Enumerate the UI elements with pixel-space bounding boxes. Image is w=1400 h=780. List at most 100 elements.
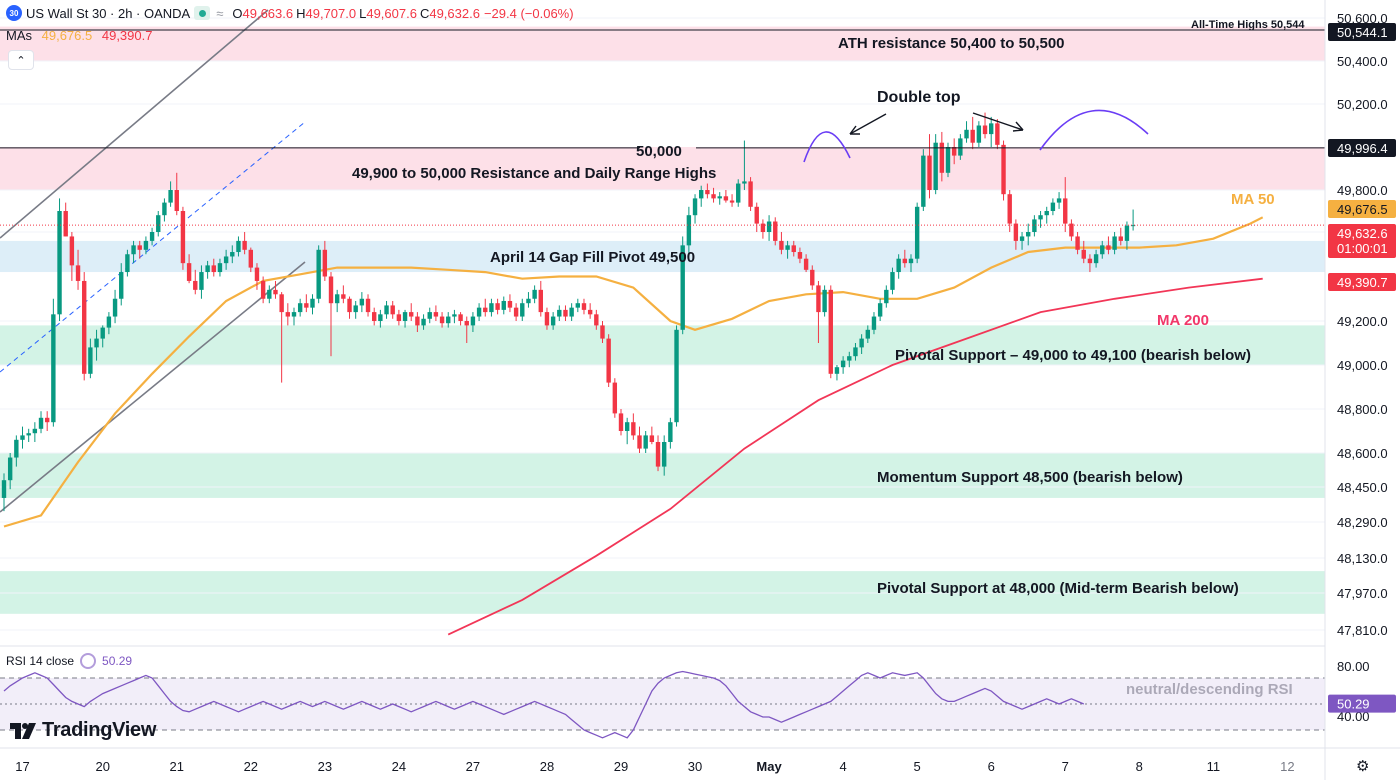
rsi-legend[interactable]: RSI 14 close 50.29 <box>6 653 132 669</box>
candle-body <box>859 338 864 348</box>
candle <box>803 254 809 273</box>
symbol-title[interactable]: US Wall St 30 · 2h · OANDA <box>26 5 191 21</box>
candle-body <box>754 206 759 224</box>
collapse-legend-button[interactable]: ⌃ <box>8 50 34 70</box>
candle <box>149 227 155 246</box>
candle-body <box>186 263 192 281</box>
candle-body <box>1019 236 1025 241</box>
candle-body <box>803 258 809 270</box>
candle-body <box>791 245 796 253</box>
candle-body <box>156 215 161 232</box>
candle-body <box>223 256 229 264</box>
candle-body <box>1124 225 1130 241</box>
rsi-legend-value: 50.29 <box>102 654 133 668</box>
candle <box>729 194 735 207</box>
candle <box>69 232 75 281</box>
time-axis[interactable]: 17 20 21 22 23 24 27 28 29 30 May 4 5 6 7 8 11 12 <box>0 747 1400 774</box>
ma200-line <box>447 277 1263 636</box>
candle <box>606 334 611 387</box>
candle <box>989 116 994 147</box>
candle-body <box>1075 236 1080 250</box>
candle-body <box>372 312 377 321</box>
candle <box>186 254 192 284</box>
candle <box>285 303 291 326</box>
candle-body <box>168 190 173 203</box>
candle-body <box>1069 223 1074 237</box>
candle <box>995 119 1000 150</box>
candle <box>717 192 722 205</box>
candle <box>847 351 852 368</box>
price-tag-countdown: 01:00:01 <box>1337 241 1388 256</box>
candle-body <box>600 325 605 339</box>
candle <box>587 303 593 319</box>
candle-body <box>507 300 513 308</box>
candle-body <box>285 312 291 317</box>
candle <box>1124 221 1130 250</box>
price-axis[interactable]: 50,600.050,400.050,200.049,800.049,600.0… <box>1324 0 1400 780</box>
candle <box>742 140 747 190</box>
ohlc-values: O49,663.6 H49,707.0 L49,607.6 C49,632.6 <box>229 6 480 21</box>
time-tick-label: 5 <box>914 759 921 774</box>
candle <box>452 309 457 324</box>
candle <box>236 236 241 257</box>
candle <box>402 309 408 328</box>
candle <box>791 240 796 257</box>
price-tag-label: 49,632.6 <box>1337 226 1388 241</box>
candle <box>14 435 19 467</box>
candle-body <box>26 433 31 436</box>
candle-body <box>69 236 75 266</box>
time-tick-label: 30 <box>688 759 702 774</box>
candle-body <box>766 221 772 232</box>
candle <box>618 409 624 436</box>
ohlc-label-h: H <box>296 5 306 21</box>
price-tick-label: 48,600.0 <box>1337 446 1388 461</box>
candle-body <box>816 285 821 313</box>
time-tick-label: May <box>756 759 782 774</box>
candle <box>32 422 38 442</box>
candle <box>569 303 574 321</box>
symbol-legend[interactable]: 30 US Wall St 30 · 2h · OANDA ≈ O49,663.… <box>6 5 574 21</box>
ohlc-value-o: 49,663.6 <box>242 5 294 21</box>
candle <box>322 240 328 281</box>
candle <box>44 411 50 431</box>
candle-body <box>995 123 1000 145</box>
candle-body <box>964 129 969 139</box>
candle-body <box>106 316 112 328</box>
gear-icon[interactable]: ⚙ <box>1356 758 1370 775</box>
candle-body <box>452 314 457 317</box>
candle-body <box>119 272 124 299</box>
candle <box>779 232 784 255</box>
candle-body <box>779 240 784 250</box>
candle <box>1026 223 1031 246</box>
time-tick-label: 23 <box>318 759 332 774</box>
candle-body <box>865 329 870 339</box>
candle-body <box>322 249 328 277</box>
candle-body <box>1063 198 1068 224</box>
candle-body <box>982 125 988 135</box>
candle-body <box>939 142 945 173</box>
candle-body <box>550 316 556 326</box>
candle-body <box>1001 144 1006 195</box>
candle-body <box>100 327 105 339</box>
candle-body <box>717 196 722 199</box>
ma-legend[interactable]: MAs 49,676.5 49,390.7 <box>6 28 152 43</box>
candle <box>526 292 531 308</box>
candle-body <box>989 123 994 135</box>
candle <box>94 329 99 361</box>
double-top-arrowhead-2 <box>1012 121 1024 132</box>
ma200-label: MA 200 <box>1157 312 1209 329</box>
candle-body <box>921 155 926 207</box>
candle-body <box>575 303 581 308</box>
zone-1 <box>0 147 1325 190</box>
time-tick-label: 20 <box>95 759 109 774</box>
candle <box>20 426 25 449</box>
candle <box>75 249 81 290</box>
candle-body <box>44 417 50 423</box>
tradingview-logo[interactable]: TradingView <box>10 719 156 742</box>
candle-body <box>230 252 235 257</box>
candle-body <box>353 305 358 313</box>
candle-body <box>853 347 858 357</box>
candle-body <box>822 289 827 313</box>
price-axis-bg <box>1325 0 1400 780</box>
